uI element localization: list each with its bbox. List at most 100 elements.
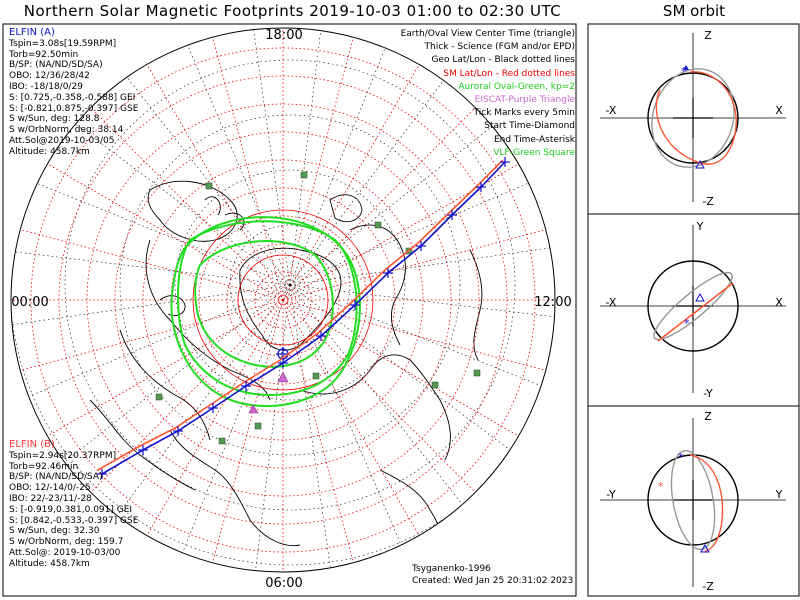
geo-grid xyxy=(11,28,555,572)
orbit-panel-xz: * Z -Z -X X xyxy=(600,29,786,208)
grid-meridian xyxy=(282,149,544,301)
elfin-a-line: Altitude: 458.7km xyxy=(9,146,90,157)
grid-meridian xyxy=(289,284,555,322)
orbit-yz-left: -Y xyxy=(606,488,616,501)
orbit-xz-top: Z xyxy=(704,29,712,42)
orbit-yz-right: Y xyxy=(775,488,783,501)
legend-item: Geo Lat/Lon - Black dotted lines xyxy=(431,55,575,66)
elfin-b-line: S: [-0.919,0.381,0.091] GEI xyxy=(9,504,133,515)
grid-meridian xyxy=(289,284,531,466)
legend-item: Auroral Oval-Green, kp=2 xyxy=(458,81,575,92)
orbit-xz-asterisk: * xyxy=(681,65,687,78)
grid-meridian xyxy=(289,242,555,286)
elfin-b-track xyxy=(97,159,504,471)
eiscat-markers xyxy=(248,371,289,414)
grid-meridian xyxy=(282,299,434,561)
orbit-xy-bottom: -Y xyxy=(703,387,713,400)
orbit-xy-right: X xyxy=(775,296,783,309)
credits-created: Created: Wed Jan 25 20:31:02 2023 xyxy=(412,576,574,586)
elfin-a-line: S w/Sun, deg: 128.8 xyxy=(9,114,100,125)
legend: Earth/Oval View Center Time (triangle) T… xyxy=(401,28,575,160)
orbit-xz-left: -X xyxy=(606,104,617,117)
credits: Tsyganenko-1996 Created: Wed Jan 25 20:3… xyxy=(412,563,573,587)
elfin-b-line: OBO: 12/-14/0/-25 xyxy=(9,483,91,494)
grid-meridian xyxy=(177,284,291,564)
grid-meridian xyxy=(282,299,496,513)
mlt-label-bottom: 06:00 xyxy=(265,576,302,591)
grid-meridian xyxy=(289,284,555,398)
elfin-b-line: IBO: 22/-23/11/-28 xyxy=(9,493,92,504)
mlt-label-top: 18:00 xyxy=(265,28,302,43)
grid-meridian xyxy=(289,166,555,286)
grid-meridian xyxy=(11,221,284,301)
sm-grid xyxy=(11,28,555,572)
elfin-a-line: IBO: -18/18/0/29 xyxy=(9,81,83,92)
grid-meridian xyxy=(289,284,409,562)
grid-meridian xyxy=(104,48,291,286)
grid-meridian xyxy=(11,299,284,379)
elfin-a-line: Torb=92.50min xyxy=(9,49,79,60)
grid-meridian xyxy=(11,248,291,286)
grid-meridian xyxy=(253,284,291,572)
elfin-b-line: Att.Sol@: 2019-10-03/00 xyxy=(9,547,121,558)
svg-text:*: * xyxy=(684,317,690,330)
legend-item: Thick - Science (FGM and/or EPD) xyxy=(424,42,575,53)
elfin-a-line: Tspin=3.08s[19.59RPM] xyxy=(9,38,117,49)
legend-item: SM Lat/Lon - Red dotted lines xyxy=(443,68,575,79)
mlt-label-left: 00:00 xyxy=(11,295,48,310)
elfin-b-line: S: [0.842,-0.533,-0.397] GSE xyxy=(9,515,139,526)
grid-meridian xyxy=(289,284,333,572)
elfin-a-line: S w/OrbNorm, deg: 38.14 xyxy=(9,125,124,136)
grid-meridian xyxy=(282,299,544,451)
grid-meridian xyxy=(109,284,291,526)
auroral-oval xyxy=(170,216,361,408)
vlf-stations xyxy=(155,171,481,445)
page-title: Northern Solar Magnetic Footprints 2019-… xyxy=(23,2,562,20)
legend-item: Earth/Oval View Center Time (triangle) xyxy=(400,29,575,39)
orbit-yz-top: Z xyxy=(704,410,712,423)
legend-item: End Time-Asterisk xyxy=(493,134,575,145)
elfin-b-line: Altitude: 458.7km xyxy=(9,558,90,569)
legend-item: Tick Marks every 5min xyxy=(473,108,575,119)
grid-meridian xyxy=(11,284,291,328)
orbit-xy-top: Y xyxy=(696,220,704,233)
elfin-b-info: ELFIN (B) Tspin=2.94s[20.37RPM] Torb=92.… xyxy=(9,439,139,570)
grid-meridian xyxy=(22,299,284,451)
legend-item: VLF-Green Square xyxy=(493,147,575,158)
grid-meridian xyxy=(289,28,403,286)
elfin-b-line: Torb=92.46min xyxy=(9,461,79,472)
elfin-b-header: ELFIN (B) xyxy=(9,439,55,450)
svg-text:*: * xyxy=(678,451,684,464)
grid-meridian xyxy=(13,284,291,404)
elfin-a-line: S: [-0.821,0.875,-0.397] GSE xyxy=(9,103,139,114)
grid-meridian xyxy=(53,284,291,471)
track-tick-marks xyxy=(97,157,510,479)
grid-meridian xyxy=(204,299,284,572)
orbit-yz-bottom: -Z xyxy=(702,580,714,593)
elfin-b-line: Tspin=2.94s[20.37RPM] xyxy=(9,450,117,461)
grid-meridian xyxy=(289,28,327,286)
grid-meridian xyxy=(289,44,471,286)
elfin-b-line: B/SP: (NA/ND/SD/SA) xyxy=(9,472,103,483)
elfin-a-header: ELFIN (A) xyxy=(9,27,55,38)
orbit-panel-xy: * Y -Y -X X xyxy=(600,220,786,400)
legend-item: Start Time-Diamond xyxy=(484,121,575,132)
elfin-a-line: S: [0.725,-0.358,-0.588] GEI xyxy=(9,92,136,103)
elfin-a-track xyxy=(101,161,506,475)
orbit-panel-frame-yz xyxy=(587,405,800,597)
orbit-panel-yz: * * Z -Z -Y Y xyxy=(600,410,786,593)
map-frame xyxy=(2,23,577,597)
elfin-b-line: S w/Sun, deg: 32.30 xyxy=(9,526,100,537)
elfin-a-line: B/SP: (NA/ND/SD/SA) xyxy=(9,60,103,71)
svg-text:*: * xyxy=(658,480,664,493)
grid-meridian xyxy=(171,28,291,286)
elfin-a-line: Att.Sol@2019-10-03/05 xyxy=(9,135,115,146)
orbit-xz-right: X xyxy=(775,104,783,117)
elfin-a-line: OBO: 12/36/28/42 xyxy=(9,71,90,82)
sm-orbit-title: SM orbit xyxy=(662,2,726,20)
orbit-xz-bottom: -Z xyxy=(702,195,714,208)
legend-item: EISCAT-Purple Triangle xyxy=(474,95,575,106)
elfin-a-info: ELFIN (A) Tspin=3.08s[19.59RPM] Torb=92.… xyxy=(9,27,139,158)
elfin-b-line: S w/OrbNorm, deg: 159.7 xyxy=(9,537,124,548)
